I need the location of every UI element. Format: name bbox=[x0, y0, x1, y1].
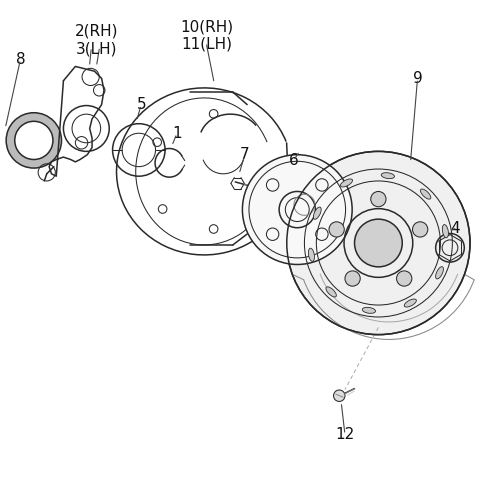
Ellipse shape bbox=[436, 267, 444, 279]
Ellipse shape bbox=[308, 248, 314, 261]
Circle shape bbox=[412, 222, 428, 237]
Circle shape bbox=[287, 151, 470, 335]
Ellipse shape bbox=[420, 189, 431, 199]
Ellipse shape bbox=[340, 179, 352, 187]
Ellipse shape bbox=[442, 225, 448, 238]
Ellipse shape bbox=[362, 307, 375, 313]
Circle shape bbox=[396, 271, 412, 286]
Text: 1: 1 bbox=[172, 126, 182, 141]
Text: 7: 7 bbox=[240, 147, 250, 162]
Circle shape bbox=[355, 219, 402, 267]
Text: 4: 4 bbox=[450, 221, 459, 236]
Text: 6: 6 bbox=[288, 154, 299, 169]
Circle shape bbox=[242, 155, 352, 264]
Text: 2(RH)
3(LH): 2(RH) 3(LH) bbox=[75, 24, 119, 56]
Ellipse shape bbox=[381, 173, 395, 179]
Text: 10(RH)
11(LH): 10(RH) 11(LH) bbox=[180, 19, 233, 52]
Circle shape bbox=[329, 222, 344, 237]
Ellipse shape bbox=[404, 299, 416, 307]
Text: 12: 12 bbox=[336, 427, 355, 442]
Circle shape bbox=[345, 271, 360, 286]
Text: 5: 5 bbox=[136, 97, 146, 112]
Text: 8: 8 bbox=[16, 52, 25, 67]
Ellipse shape bbox=[326, 287, 336, 297]
Circle shape bbox=[334, 390, 345, 401]
Ellipse shape bbox=[313, 207, 321, 219]
Text: 9: 9 bbox=[413, 71, 422, 86]
Circle shape bbox=[371, 191, 386, 207]
